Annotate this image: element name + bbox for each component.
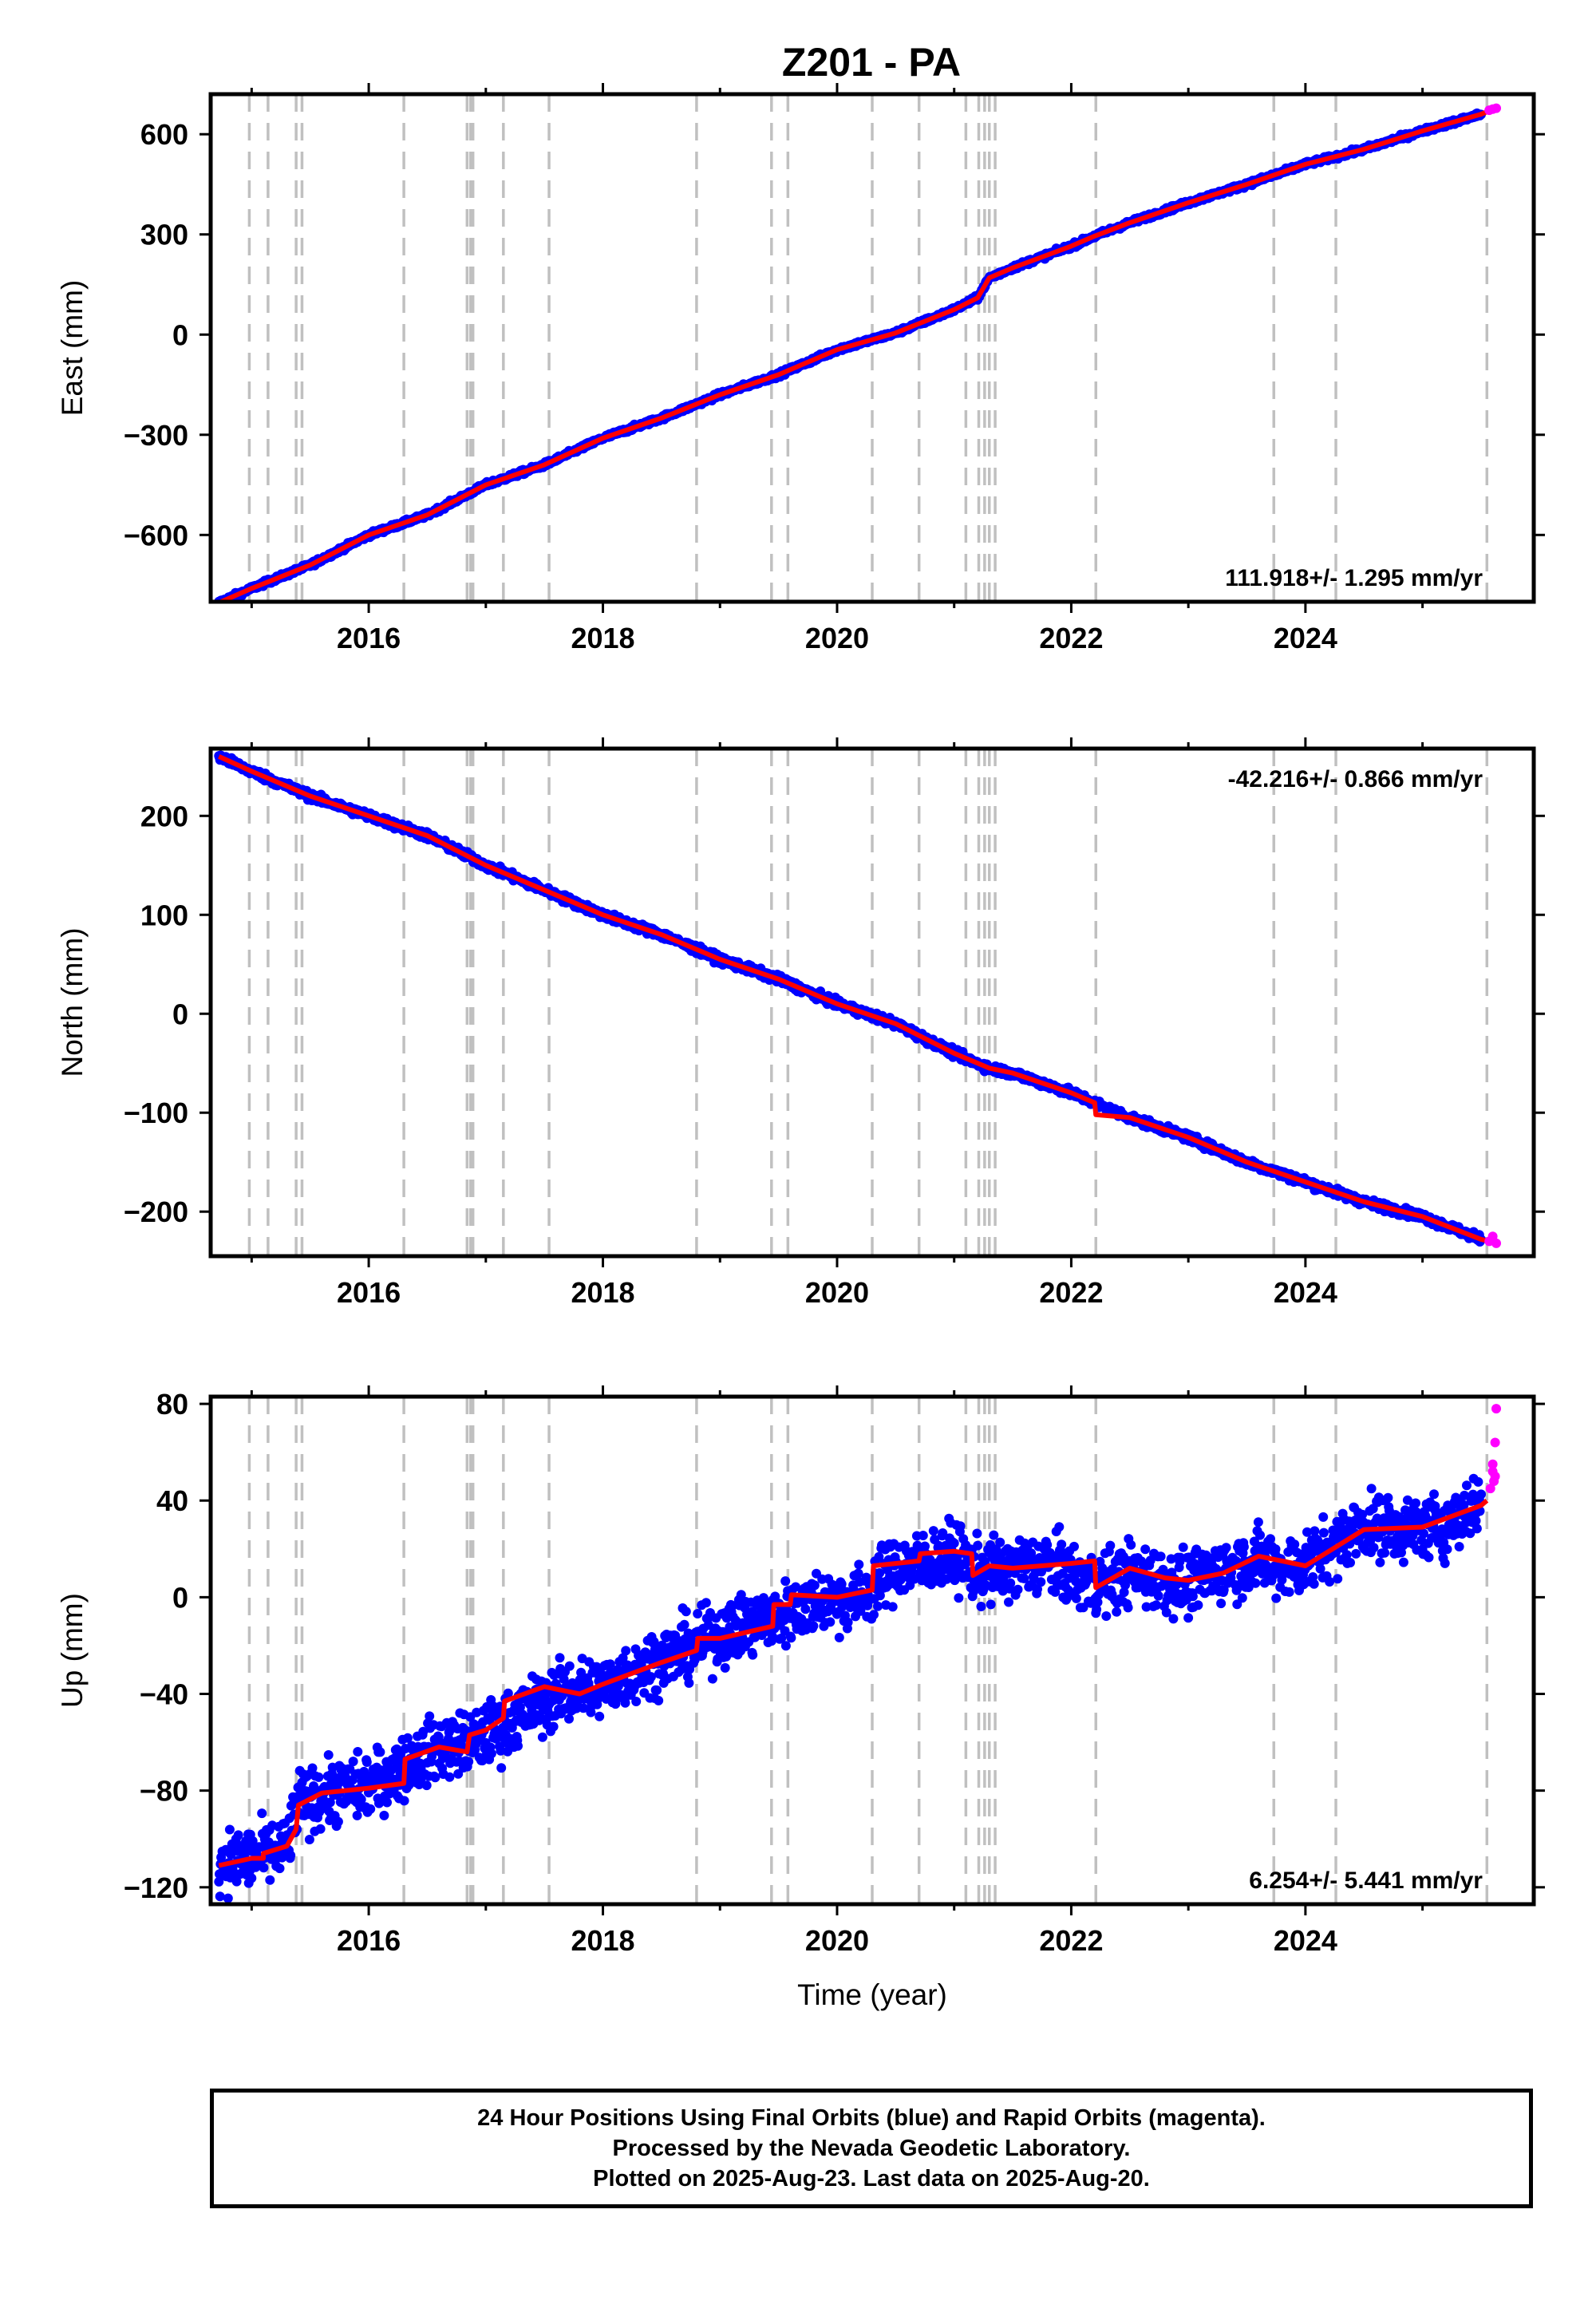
final-orbit-point: [307, 1763, 318, 1773]
final-orbit-point: [421, 1780, 432, 1791]
east-y-axis-label: East (mm): [56, 280, 89, 417]
north-fit-line: [218, 754, 1497, 1246]
east-plot-frame: [208, 92, 1536, 604]
final-orbit-point: [356, 1794, 366, 1804]
final-orbit-point: [223, 1893, 233, 1903]
x-tick-label: 2022: [1039, 622, 1103, 654]
east-rapid-orbit-points: [1484, 103, 1501, 116]
east-y-axis: 600 300 0 −300 −600: [124, 118, 1545, 551]
final-orbit-point: [430, 1773, 440, 1783]
x-tick-label: 2016: [337, 1276, 401, 1309]
final-orbit-point: [314, 1772, 324, 1782]
up-event-lines: [247, 1397, 1489, 1904]
final-orbit-point: [425, 1711, 435, 1721]
north-panel: 200 100 0 −100 −200 2016 2018 2020 2022 2024 North…: [56, 737, 1545, 1309]
rapid-orbit-point: [1491, 103, 1501, 113]
final-orbit-point: [433, 1732, 444, 1742]
final-orbit-point: [382, 1797, 392, 1808]
y-tick-label: 0: [172, 998, 188, 1030]
final-orbit-point: [247, 1873, 257, 1883]
final-orbit-point: [365, 1804, 376, 1814]
final-orbit-point: [348, 1757, 358, 1767]
y-tick-label: 100: [140, 899, 188, 931]
figure-title: Z201 - PA: [782, 40, 961, 85]
final-orbit-point: [375, 1747, 385, 1757]
final-orbit-point: [399, 1796, 409, 1806]
y-tick-label: 200: [140, 800, 188, 832]
final-orbit-point: [315, 1824, 326, 1834]
north-plot-area: [214, 750, 1501, 1248]
y-tick-label: 0: [172, 318, 188, 351]
x-tick-label: 2018: [571, 622, 634, 654]
final-orbit-point: [224, 1824, 235, 1835]
y-tick-label: 600: [140, 118, 188, 151]
final-orbit-point: [257, 1808, 267, 1819]
x-tick-label: 2022: [1039, 1276, 1103, 1309]
final-orbit-point: [286, 1850, 296, 1860]
x-tick-label: 2016: [337, 622, 401, 654]
x-tick-label: 2020: [805, 1276, 869, 1309]
north-y-axis: 200 100 0 −100 −200: [124, 800, 1545, 1228]
final-orbit-point: [214, 1876, 224, 1887]
y-tick-label: −200: [124, 1196, 188, 1228]
x-tick-label: 2020: [805, 622, 869, 654]
final-orbit-point: [233, 1830, 243, 1840]
north-rapid-orbit-points: [1484, 1231, 1501, 1248]
final-orbit-point: [379, 1810, 389, 1820]
final-orbit-point: [361, 1757, 372, 1767]
final-orbit-point: [402, 1733, 413, 1743]
final-orbit-point: [247, 1836, 258, 1846]
final-orbit-point: [352, 1810, 362, 1820]
x-tick-label: 2018: [571, 1276, 634, 1309]
final-orbit-point: [215, 1891, 225, 1902]
north-x-axis: 2016 2018 2020 2022 2024: [250, 737, 1424, 1309]
final-orbit-point: [353, 1747, 363, 1757]
east-fit-line: [218, 105, 1498, 602]
final-orbit-point: [231, 1876, 242, 1887]
east-plot-area: [214, 103, 1501, 602]
east-rate-annotation: 111.918+/- 1.295 mm/yr: [1225, 565, 1483, 591]
up-plot-area: [214, 1404, 1501, 1903]
final-orbit-point: [304, 1835, 314, 1844]
final-orbit-point: [444, 1772, 455, 1782]
east-panel: 600 300 0 −300 −600 2016 2018 2020 2022 2024 East …: [56, 83, 1545, 654]
x-tick-label: 2024: [1274, 622, 1337, 654]
north-rate-annotation: -42.216+/- 0.866 mm/yr: [1228, 766, 1483, 792]
y-tick-label: −600: [124, 519, 188, 551]
final-orbit-point: [275, 1863, 285, 1874]
y-tick-label: −300: [124, 419, 188, 452]
final-orbit-point: [323, 1750, 334, 1760]
final-orbit-point: [265, 1875, 275, 1885]
north-final-orbit-points: [214, 750, 1486, 1247]
y-tick-label: −100: [124, 1097, 188, 1129]
x-tick-label: 2024: [1274, 1276, 1337, 1309]
final-orbit-point: [325, 1797, 335, 1808]
final-orbit-point: [374, 1798, 384, 1808]
north-y-axis-label: North (mm): [56, 927, 89, 1077]
y-tick-label: 300: [140, 219, 188, 251]
rapid-orbit-point: [1491, 1238, 1501, 1248]
east-x-axis: 2016 2018 2020 2022 2024: [250, 83, 1424, 654]
north-plot-frame: [208, 746, 1536, 1259]
final-orbit-point: [259, 1863, 269, 1873]
final-orbit-point: [333, 1816, 343, 1827]
